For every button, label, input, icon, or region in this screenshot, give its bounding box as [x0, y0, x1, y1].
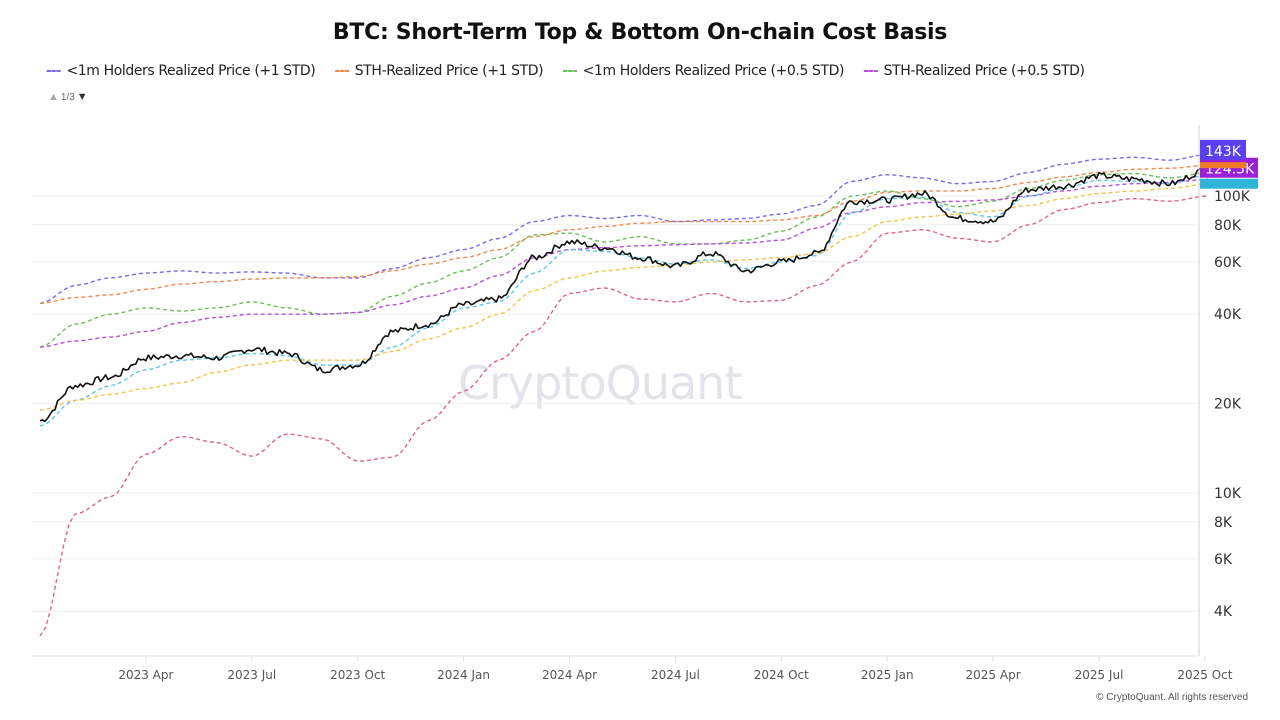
last-value-badge [1200, 139, 1246, 160]
series-line-2 [39, 171, 1209, 348]
y-tick-label: 40K [1214, 307, 1242, 323]
x-tick-label: 2023 Oct [330, 668, 385, 682]
legend: --- <1m Holders Realized Price (+1 STD) … [46, 63, 1085, 79]
legend-prev-page-icon[interactable]: ▲ [48, 91, 59, 103]
last-value-marker [1200, 162, 1246, 169]
copyright: © CryptoQuant. All rights reserved [1096, 692, 1248, 703]
series-lines [39, 153, 1210, 637]
x-tick-label: 2024 Jul [651, 668, 700, 682]
last-value-badge-label: 143K [1205, 144, 1242, 160]
x-tick-label: 2023 Jul [227, 668, 276, 682]
legend-swatch-icon: --- [334, 63, 349, 79]
y-tick-label: 10K [1214, 486, 1242, 502]
series-line-6 [39, 183, 1209, 411]
legend-next-page-icon[interactable]: ▼ [76, 91, 88, 103]
x-tick-label: 2023 Apr [118, 668, 173, 682]
legend-label: <1m Holders Realized Price (+0.5 STD) [582, 63, 845, 79]
series-line-1 [39, 164, 1209, 305]
last-value-marker [1200, 178, 1258, 189]
x-tick-label: 2025 Jul [1075, 668, 1124, 682]
x-tick-label: 2025 Oct [1177, 668, 1232, 682]
legend-label: STH-Realized Price (+0.5 STD) [883, 63, 1085, 79]
legend-label: STH-Realized Price (+1 STD) [354, 63, 544, 79]
chart-title: BTC: Short-Term Top & Bottom On-chain Co… [332, 20, 948, 45]
y-tick-label: 6K [1214, 552, 1233, 568]
y-tick-label: 60K [1214, 255, 1242, 271]
legend-pager: ▲ 1/3 ▼ [48, 91, 88, 103]
x-tick-label: 2024 Jan [437, 668, 490, 682]
y-tick-label: 80K [1214, 218, 1242, 234]
legend-swatch-icon: --- [863, 63, 878, 79]
x-tick-label: 2025 Apr [966, 668, 1021, 682]
legend-item-3[interactable]: --- STH-Realized Price (+0.5 STD) [863, 63, 1085, 79]
series-line-0 [39, 153, 1209, 305]
legend-swatch-icon: --- [562, 63, 577, 79]
y-tick-label: 4K [1214, 604, 1233, 620]
y-tick-label: 100K [1214, 189, 1251, 205]
legend-page-indicator: 1/3 [60, 91, 75, 103]
legend-swatch-icon: --- [46, 63, 61, 79]
series-line-3 [39, 178, 1209, 348]
x-tick-label: 2024 Apr [542, 668, 597, 682]
series-line-5 [39, 174, 1209, 427]
y-tick-label: 20K [1214, 397, 1242, 413]
x-tick-label: 2025 Jan [861, 668, 914, 682]
x-tick-label: 2024 Oct [754, 668, 809, 682]
legend-label: <1m Holders Realized Price (+1 STD) [66, 63, 316, 79]
grid-lines [32, 195, 1198, 612]
y-tick-label: 8K [1214, 515, 1233, 531]
series-line-4 [39, 167, 1210, 423]
legend-item-1[interactable]: --- STH-Realized Price (+1 STD) [334, 63, 543, 79]
legend-item-0[interactable]: --- <1m Holders Realized Price (+1 STD) [46, 63, 316, 79]
watermark: CryptoQuant [458, 356, 742, 410]
legend-item-2[interactable]: --- <1m Holders Realized Price (+0.5 STD… [562, 63, 844, 79]
axes: 4K 6K 8K 10K 20K 40K 60K 80K 100K 2023 Apr 2023 Ju… [32, 125, 1251, 682]
